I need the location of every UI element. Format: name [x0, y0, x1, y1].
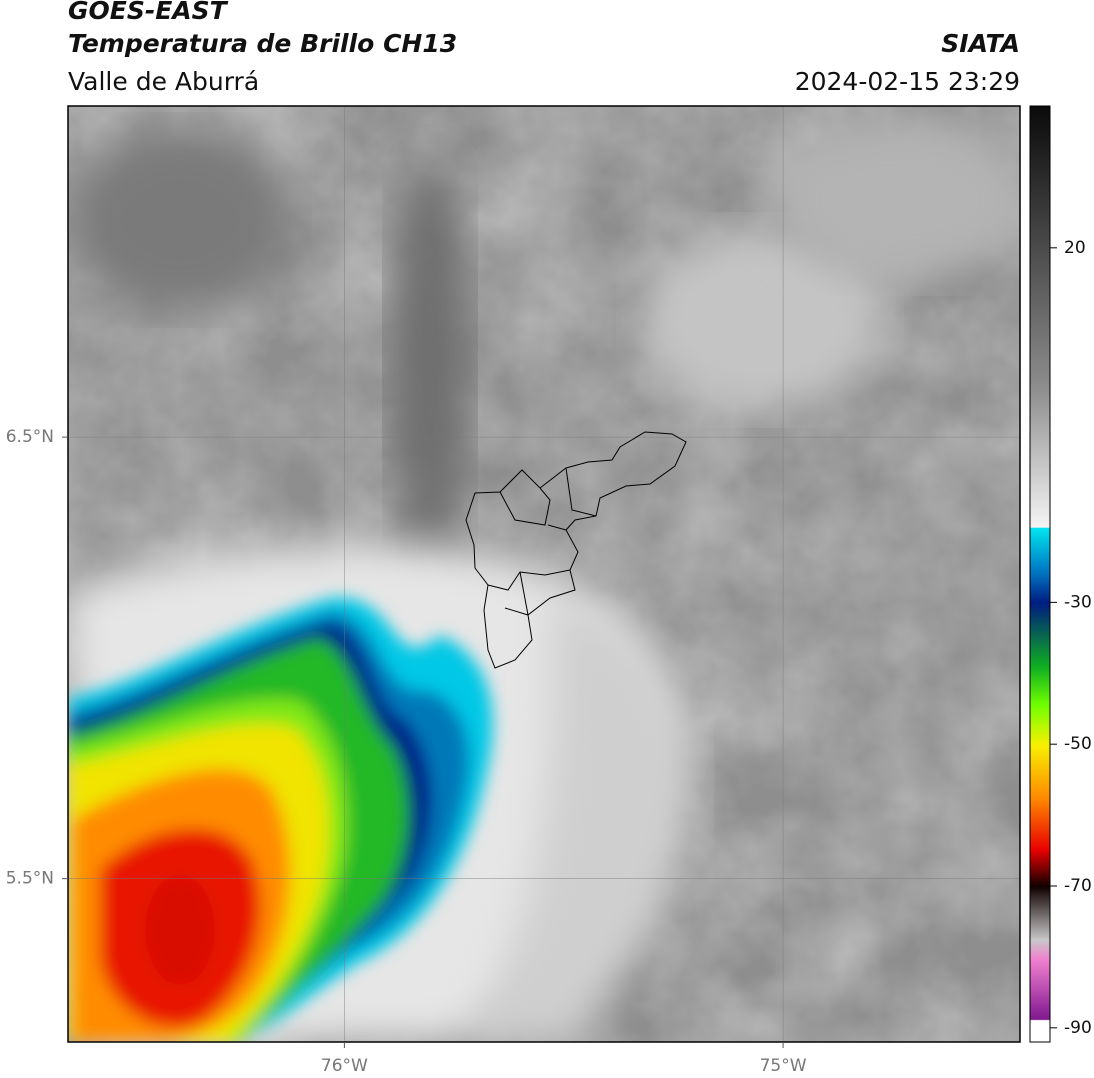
x-tick-label: 76°W [321, 1056, 368, 1076]
colorbar-tick-label: -70 [1064, 876, 1092, 896]
grid [68, 106, 1020, 1042]
subtitle: Temperatura de Brillo CH13 [68, 29, 457, 58]
y-tick-label: 6.5°N [6, 427, 54, 447]
colorbar-tick-label: -50 [1064, 734, 1092, 754]
valley-outline [465, 431, 687, 669]
datetime: 2024-02-15 23:29 [795, 67, 1020, 96]
y-tick-label: 5.5°N [6, 869, 54, 889]
colorbar-tick-label: -90 [1064, 1018, 1092, 1038]
colorbar [1029, 105, 1051, 1043]
source: SIATA [941, 29, 1020, 58]
colorbar-tick-label: -30 [1064, 592, 1092, 612]
map-frame [67, 105, 1021, 1043]
title: GOES-EAST [68, 0, 229, 25]
colorbar-tick-label: 20 [1064, 238, 1086, 258]
x-tick-label: 75°W [760, 1056, 807, 1076]
region: Valle de Aburrá [68, 67, 259, 96]
map-image [68, 106, 1020, 1042]
